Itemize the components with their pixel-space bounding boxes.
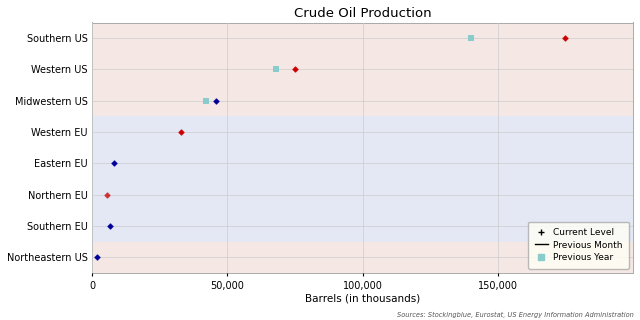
Text: Sources: Stockingblue, Eurostat, US Energy Information Administration: Sources: Stockingblue, Eurostat, US Ener… [397,312,634,318]
Point [104,223,115,228]
Bar [92,54,633,85]
Point [92,255,102,260]
Bar [92,116,633,148]
Point [290,67,300,72]
Point [102,192,112,197]
Point [109,161,119,166]
Bar [92,85,633,116]
Point [560,36,570,41]
Point [466,36,476,41]
Point [290,67,300,72]
Bar [92,211,633,242]
Point [211,98,221,103]
Point [104,223,115,228]
Bar [92,148,633,179]
Point [109,161,119,166]
Point [211,98,221,103]
Point [92,255,102,260]
Point [176,130,186,135]
Point [200,98,211,103]
Point [560,36,570,41]
Legend: Current Level, Previous Month, Previous Year: Current Level, Previous Month, Previous … [529,222,628,268]
Bar [92,179,633,211]
Point [102,192,112,197]
Title: Crude Oil Production: Crude Oil Production [294,7,431,20]
Bar [92,22,633,54]
X-axis label: Barrels (in thousands): Barrels (in thousands) [305,293,420,303]
Point [271,67,281,72]
Bar [92,242,633,273]
Point [176,130,186,135]
